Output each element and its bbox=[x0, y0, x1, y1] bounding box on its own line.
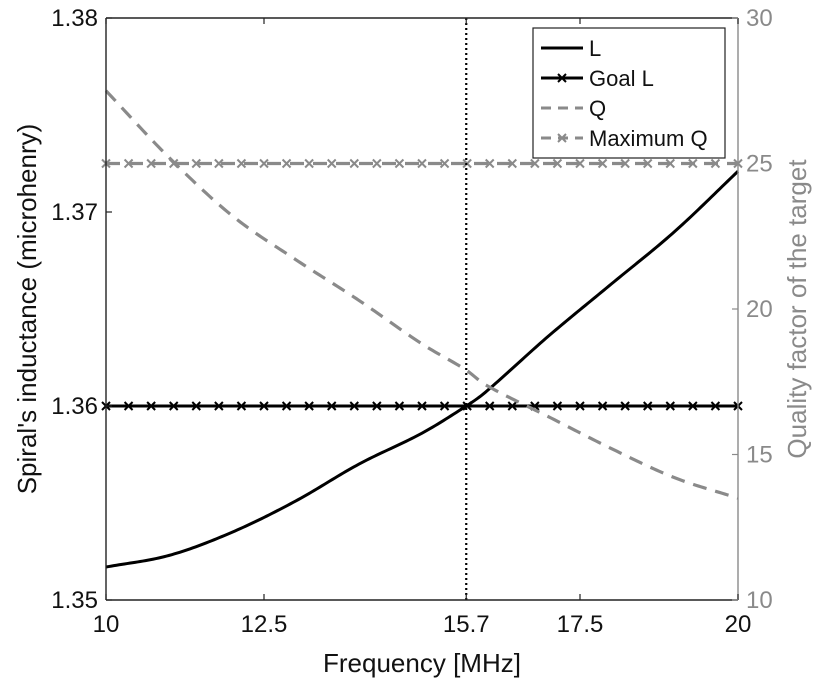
right-tick-label: 20 bbox=[746, 296, 773, 323]
marker-maximum-q bbox=[530, 158, 540, 169]
marker-maximum-q bbox=[394, 158, 405, 169]
marker-maximum-q bbox=[575, 158, 585, 169]
marker-goal-l bbox=[485, 401, 495, 411]
legend-marker-maximum-q bbox=[557, 133, 567, 143]
legend-marker-goal-l bbox=[557, 73, 567, 83]
x-tick-label: 10 bbox=[93, 611, 120, 638]
plot-layer bbox=[101, 18, 743, 600]
marker-goal-l bbox=[327, 401, 337, 411]
marker-maximum-q bbox=[417, 158, 427, 169]
marker-maximum-q bbox=[146, 158, 156, 169]
marker-goal-l bbox=[236, 401, 247, 411]
marker-maximum-q bbox=[169, 158, 179, 169]
marker-maximum-q bbox=[191, 158, 201, 169]
left-tick-label: 1.37 bbox=[51, 199, 98, 226]
series-goal-l bbox=[101, 401, 743, 411]
marker-goal-l bbox=[439, 401, 450, 411]
marker-maximum-q bbox=[236, 158, 247, 169]
marker-goal-l bbox=[304, 401, 314, 411]
series-maximum-q bbox=[101, 158, 743, 169]
marker-goal-l bbox=[349, 401, 359, 411]
x-tick-label: 17.5 bbox=[557, 611, 604, 638]
series-q bbox=[104, 89, 739, 500]
marker-maximum-q bbox=[372, 158, 382, 169]
right-tick-label: 15 bbox=[746, 442, 773, 469]
marker-maximum-q bbox=[123, 158, 134, 169]
marker-goal-l bbox=[552, 401, 563, 411]
marker-goal-l bbox=[394, 401, 405, 411]
marker-maximum-q bbox=[259, 158, 269, 169]
marker-goal-l bbox=[123, 401, 134, 411]
marker-maximum-q bbox=[688, 158, 698, 169]
marker-goal-l bbox=[191, 401, 201, 411]
x-tick-label: 20 bbox=[725, 611, 752, 638]
legend-label-maximum-q: Maximum Q bbox=[589, 126, 708, 151]
marker-goal-l bbox=[507, 401, 517, 411]
marker-goal-l bbox=[146, 401, 156, 411]
marker-goal-l bbox=[259, 401, 269, 411]
marker-goal-l bbox=[575, 401, 585, 411]
right-tick-label: 10 bbox=[746, 587, 773, 614]
left-axis-title: Spiral's inductance (microhenry) bbox=[12, 124, 42, 495]
right-tick-label: 30 bbox=[746, 5, 773, 32]
marker-goal-l bbox=[665, 401, 675, 411]
legend-label-l: L bbox=[589, 36, 601, 61]
right-axis-title: Quality factor of the target bbox=[782, 159, 812, 459]
axes-layer: 10 12.5 15.7 17.5 20 1.35 1.36 1.37 1.38 10 15 20 25… bbox=[51, 5, 772, 638]
left-tick-label: 1.35 bbox=[51, 587, 98, 614]
marker-goal-l bbox=[372, 401, 382, 411]
marker-maximum-q bbox=[327, 158, 337, 169]
line-q bbox=[104, 89, 739, 500]
line-l bbox=[105, 170, 740, 569]
marker-maximum-q bbox=[304, 158, 314, 169]
marker-maximum-q bbox=[643, 158, 653, 169]
marker-maximum-q bbox=[507, 158, 517, 169]
x-tick-label: 12.5 bbox=[241, 611, 288, 638]
marker-goal-l bbox=[281, 401, 292, 411]
right-tick-label: 25 bbox=[746, 151, 773, 178]
marker-maximum-q bbox=[620, 158, 630, 169]
legend: L Goal L Q Maximum Q bbox=[532, 27, 726, 159]
marker-maximum-q bbox=[214, 158, 224, 169]
marker-maximum-q bbox=[485, 158, 495, 169]
legend-label-goal-l: Goal L bbox=[589, 66, 654, 91]
marker-maximum-q bbox=[552, 158, 563, 169]
marker-goal-l bbox=[169, 401, 179, 411]
marker-goal-l bbox=[710, 401, 721, 411]
x-tick-label: 15.7 bbox=[443, 611, 490, 638]
marker-goal-l bbox=[417, 401, 427, 411]
left-tick-label: 1.38 bbox=[51, 5, 98, 32]
marker-maximum-q bbox=[281, 158, 292, 169]
marker-maximum-q bbox=[710, 158, 721, 169]
x-axis-title: Frequency [MHz] bbox=[323, 648, 521, 678]
marker-goal-l bbox=[214, 401, 224, 411]
marker-maximum-q bbox=[665, 158, 675, 169]
marker-goal-l bbox=[643, 401, 653, 411]
marker-goal-l bbox=[688, 401, 698, 411]
marker-goal-l bbox=[462, 401, 472, 411]
legend-label-q: Q bbox=[589, 96, 606, 121]
marker-goal-l bbox=[597, 401, 608, 411]
left-tick-label: 1.36 bbox=[51, 393, 98, 420]
marker-maximum-q bbox=[439, 158, 450, 169]
marker-maximum-q bbox=[597, 158, 608, 169]
marker-goal-l bbox=[620, 401, 630, 411]
marker-maximum-q bbox=[349, 158, 359, 169]
series-l bbox=[105, 170, 740, 569]
